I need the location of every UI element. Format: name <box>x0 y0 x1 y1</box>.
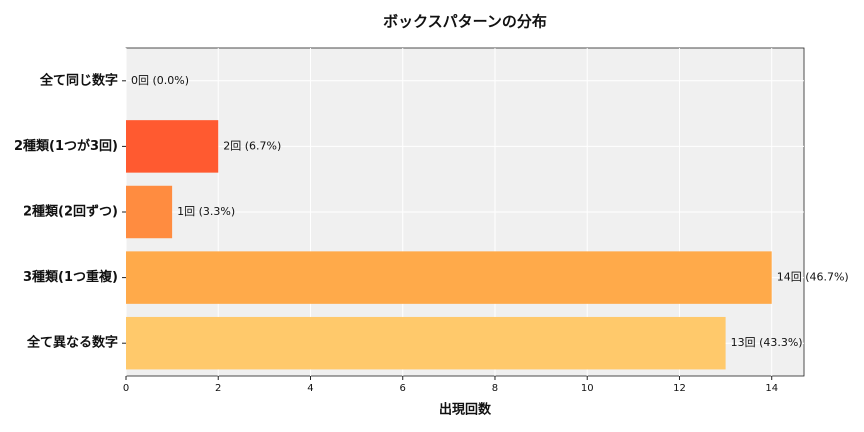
y-tick-label: 3種類(1つ重複) <box>23 269 118 285</box>
x-tick-label: 12 <box>673 383 686 394</box>
y-tick-label: 2種類(1つが3回) <box>14 138 118 154</box>
y-tick-label: 全て同じ数字 <box>39 72 118 88</box>
value-label: 13回 (43.3%) <box>731 336 803 349</box>
x-tick-label: 4 <box>307 383 313 394</box>
value-label: 14回 (46.7%) <box>777 271 849 284</box>
bar <box>126 316 726 370</box>
value-label: 0回 (0.0%) <box>131 74 189 87</box>
x-tick-label: 8 <box>492 383 498 394</box>
chart-title: ボックスパターンの分布 <box>383 13 547 31</box>
x-tick-label: 2 <box>215 383 221 394</box>
y-tick-label: 2種類(2回ずつ) <box>23 204 118 220</box>
bar <box>126 251 772 304</box>
x-tick-label: 10 <box>581 383 594 394</box>
value-label: 1回 (3.3%) <box>177 205 235 218</box>
y-tick-label: 全て異なる数字 <box>26 335 118 351</box>
marks <box>126 120 772 370</box>
x-axis-label: 出現回数 <box>439 402 492 418</box>
bar <box>126 185 173 239</box>
x-tick-label: 6 <box>400 383 406 394</box>
bar <box>126 120 219 173</box>
value-label: 2回 (6.7%) <box>223 139 281 152</box>
x-tick-label: 14 <box>765 383 778 394</box>
x-tick-label: 0 <box>123 383 129 394</box>
